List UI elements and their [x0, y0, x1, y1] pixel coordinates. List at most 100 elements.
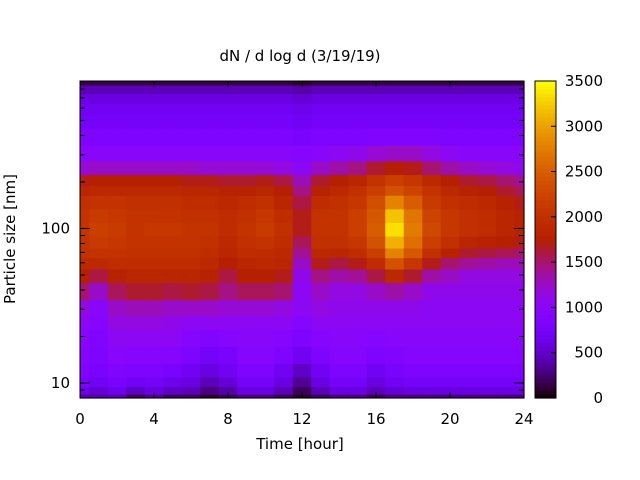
heatmap-cell	[237, 84, 257, 94]
heatmap-cell	[422, 160, 442, 176]
colorbar-step	[535, 104, 556, 110]
heatmap-cell	[422, 145, 442, 162]
colorbar-step	[535, 176, 556, 181]
heatmap-cell	[144, 114, 164, 129]
heatmap-cell	[477, 208, 497, 223]
heatmap-cell	[403, 195, 423, 210]
heatmap-cell	[255, 103, 275, 115]
heatmap-cell	[422, 208, 442, 223]
heatmap-cell	[107, 386, 127, 395]
heatmap-cell	[403, 386, 423, 395]
heatmap-cell	[385, 257, 405, 270]
colorbar-step	[535, 310, 556, 316]
heatmap-cell	[89, 160, 109, 176]
heatmap-cell	[163, 145, 183, 162]
heatmap-cell	[181, 329, 201, 347]
heatmap-cell	[237, 386, 257, 395]
heatmap-cell	[89, 222, 109, 237]
heatmap-cell	[366, 268, 386, 284]
heatmap-cell	[200, 247, 220, 259]
heatmap-cell	[126, 315, 146, 330]
heatmap-cell	[403, 81, 423, 86]
heatmap-cell	[366, 299, 386, 316]
heatmap-cell	[218, 268, 238, 284]
heatmap-cell	[126, 257, 146, 270]
heatmap-cell	[385, 114, 405, 129]
heatmap-cell	[385, 235, 405, 249]
heatmap-cell	[292, 268, 312, 284]
heatmap-cell	[477, 268, 497, 284]
heatmap-cell	[385, 268, 405, 284]
heatmap-cell	[144, 222, 164, 237]
heatmap-cell	[237, 185, 257, 196]
heatmap-cell	[422, 185, 442, 196]
heatmap-cell	[292, 346, 312, 364]
heatmap-cell	[440, 160, 460, 176]
colorbar-step	[535, 342, 556, 348]
heatmap-cell	[237, 235, 257, 249]
heatmap-cell	[144, 174, 164, 187]
heatmap-cell	[348, 127, 368, 146]
heatmap-cell	[311, 329, 331, 347]
heatmap-cell	[440, 346, 460, 364]
heatmap-cell	[163, 185, 183, 196]
heatmap-cell	[403, 257, 423, 270]
colorbar-step	[535, 298, 556, 304]
heatmap-cell	[422, 114, 442, 129]
heatmap-cell	[385, 103, 405, 115]
heatmap-cell	[144, 329, 164, 347]
colorbar-step	[535, 81, 556, 86]
heatmap-cell	[440, 282, 460, 301]
heatmap-cell	[274, 247, 294, 259]
heatmap-cell	[366, 160, 386, 176]
heatmap-cell	[237, 195, 257, 210]
colorbar-step	[535, 187, 556, 193]
x-tick-label: 12	[292, 410, 311, 428]
heatmap-cell	[348, 363, 368, 378]
heatmap-cell	[311, 208, 331, 223]
heatmap-cell	[292, 235, 312, 249]
heatmap-cell	[329, 299, 349, 316]
heatmap-cell	[274, 185, 294, 196]
heatmap-cell	[496, 195, 516, 210]
heatmap-cell	[181, 81, 201, 86]
heatmap-cell	[144, 346, 164, 364]
heatmap-cell	[292, 174, 312, 187]
colorbar-step	[535, 211, 556, 217]
heatmap-cell	[311, 93, 331, 104]
heatmap-cell	[348, 247, 368, 259]
colorbar-step	[535, 144, 556, 149]
colorbar-step	[535, 140, 556, 145]
heatmap-cell	[477, 346, 497, 364]
heatmap-cell	[311, 376, 331, 388]
heatmap-cell	[329, 84, 349, 94]
x-axis-label: Time [hour]	[255, 435, 344, 453]
colorbar-step	[535, 88, 556, 94]
heatmap-cell	[477, 222, 497, 237]
heatmap-cell	[255, 247, 275, 259]
heatmap-cell	[163, 394, 183, 399]
colorbar-step	[535, 239, 556, 245]
heatmap-cell	[163, 329, 183, 347]
heatmap-cell	[181, 222, 201, 237]
heatmap-cell	[80, 235, 90, 249]
colorbar-step	[535, 386, 556, 391]
y-axis: 10 100	[41, 80, 524, 399]
heatmap-cell	[440, 329, 460, 347]
heatmap-cell	[311, 394, 331, 399]
heatmap-cell	[292, 247, 312, 259]
heatmap-cell	[80, 222, 90, 237]
heatmap-cell	[348, 81, 368, 86]
heatmap-cell	[292, 185, 312, 196]
heatmap-cell	[181, 394, 201, 399]
heatmap-cell	[107, 299, 127, 316]
heatmap-cell	[514, 247, 525, 259]
colorbar-step	[535, 255, 556, 260]
heatmap-cell	[218, 103, 238, 115]
heatmap-cell	[292, 299, 312, 316]
heatmap-cell	[366, 247, 386, 259]
heatmap-cell	[514, 81, 525, 86]
heatmap-cell	[440, 145, 460, 162]
heatmap-cell	[348, 235, 368, 249]
heatmap-cell	[218, 208, 238, 223]
